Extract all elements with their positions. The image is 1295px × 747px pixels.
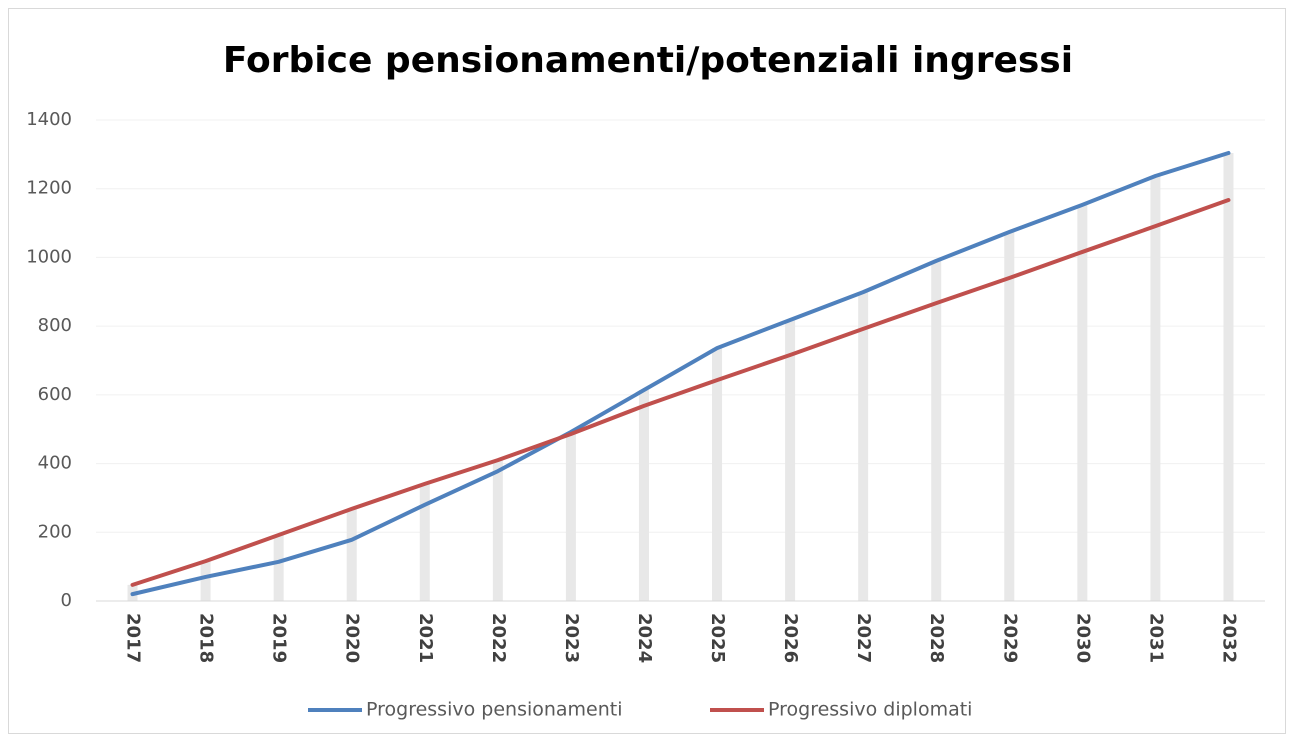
series-line xyxy=(130,150,1231,597)
y-tick-label: 600 xyxy=(38,384,72,405)
x-tick-label: 2031 xyxy=(1145,613,1166,663)
x-tick-label: 2026 xyxy=(780,613,801,663)
x-tick-label: 2022 xyxy=(488,613,509,663)
y-tick-label: 800 xyxy=(38,315,72,336)
y-tick-label: 1000 xyxy=(26,246,72,267)
series-line xyxy=(130,198,1231,587)
legend-label: Progressivo pensionamenti xyxy=(366,699,623,721)
y-tick-label: 400 xyxy=(38,453,72,474)
x-tick-label: 2025 xyxy=(707,613,728,663)
x-tick-label: 2028 xyxy=(926,613,947,663)
legend-label: Progressivo diplomati xyxy=(768,699,972,721)
x-tick-label: 2027 xyxy=(853,613,874,663)
y-tick-label: 1400 xyxy=(26,109,72,130)
x-tick-label: 2021 xyxy=(415,613,436,663)
x-tick-label: 2030 xyxy=(1072,613,1093,663)
x-tick-label: 2032 xyxy=(1218,613,1239,663)
y-tick-label: 0 xyxy=(61,590,72,611)
y-tick-label: 200 xyxy=(38,521,72,542)
x-tick-label: 2019 xyxy=(269,613,290,663)
x-tick-label: 2017 xyxy=(123,613,144,663)
x-tick-label: 2020 xyxy=(342,613,363,663)
y-tick-label: 1200 xyxy=(26,178,72,199)
x-tick-label: 2024 xyxy=(634,613,655,663)
chart-border xyxy=(8,8,1286,734)
x-tick-label: 2018 xyxy=(196,613,217,663)
x-tick-label: 2023 xyxy=(561,613,582,663)
chart-title: Forbice pensionamenti/potenziali ingress… xyxy=(223,40,1073,81)
x-tick-label: 2029 xyxy=(999,613,1020,663)
